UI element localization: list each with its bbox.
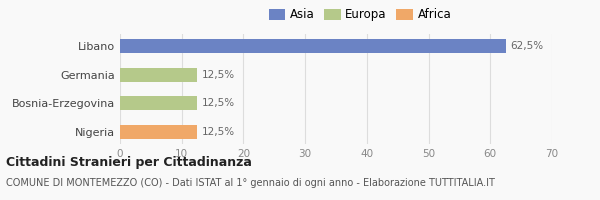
Bar [120, 96, 197, 110]
Bar [120, 68, 197, 82]
Legend: Asia, Europa, Africa: Asia, Europa, Africa [266, 6, 454, 24]
Text: 12,5%: 12,5% [202, 70, 235, 80]
Bar [120, 125, 197, 139]
Text: 12,5%: 12,5% [202, 98, 235, 108]
Text: 12,5%: 12,5% [202, 127, 235, 137]
Text: COMUNE DI MONTEMEZZO (CO) - Dati ISTAT al 1° gennaio di ogni anno - Elaborazione: COMUNE DI MONTEMEZZO (CO) - Dati ISTAT a… [6, 178, 495, 188]
Text: Cittadini Stranieri per Cittadinanza: Cittadini Stranieri per Cittadinanza [6, 156, 252, 169]
Text: 62,5%: 62,5% [511, 41, 544, 51]
Bar [120, 39, 506, 53]
